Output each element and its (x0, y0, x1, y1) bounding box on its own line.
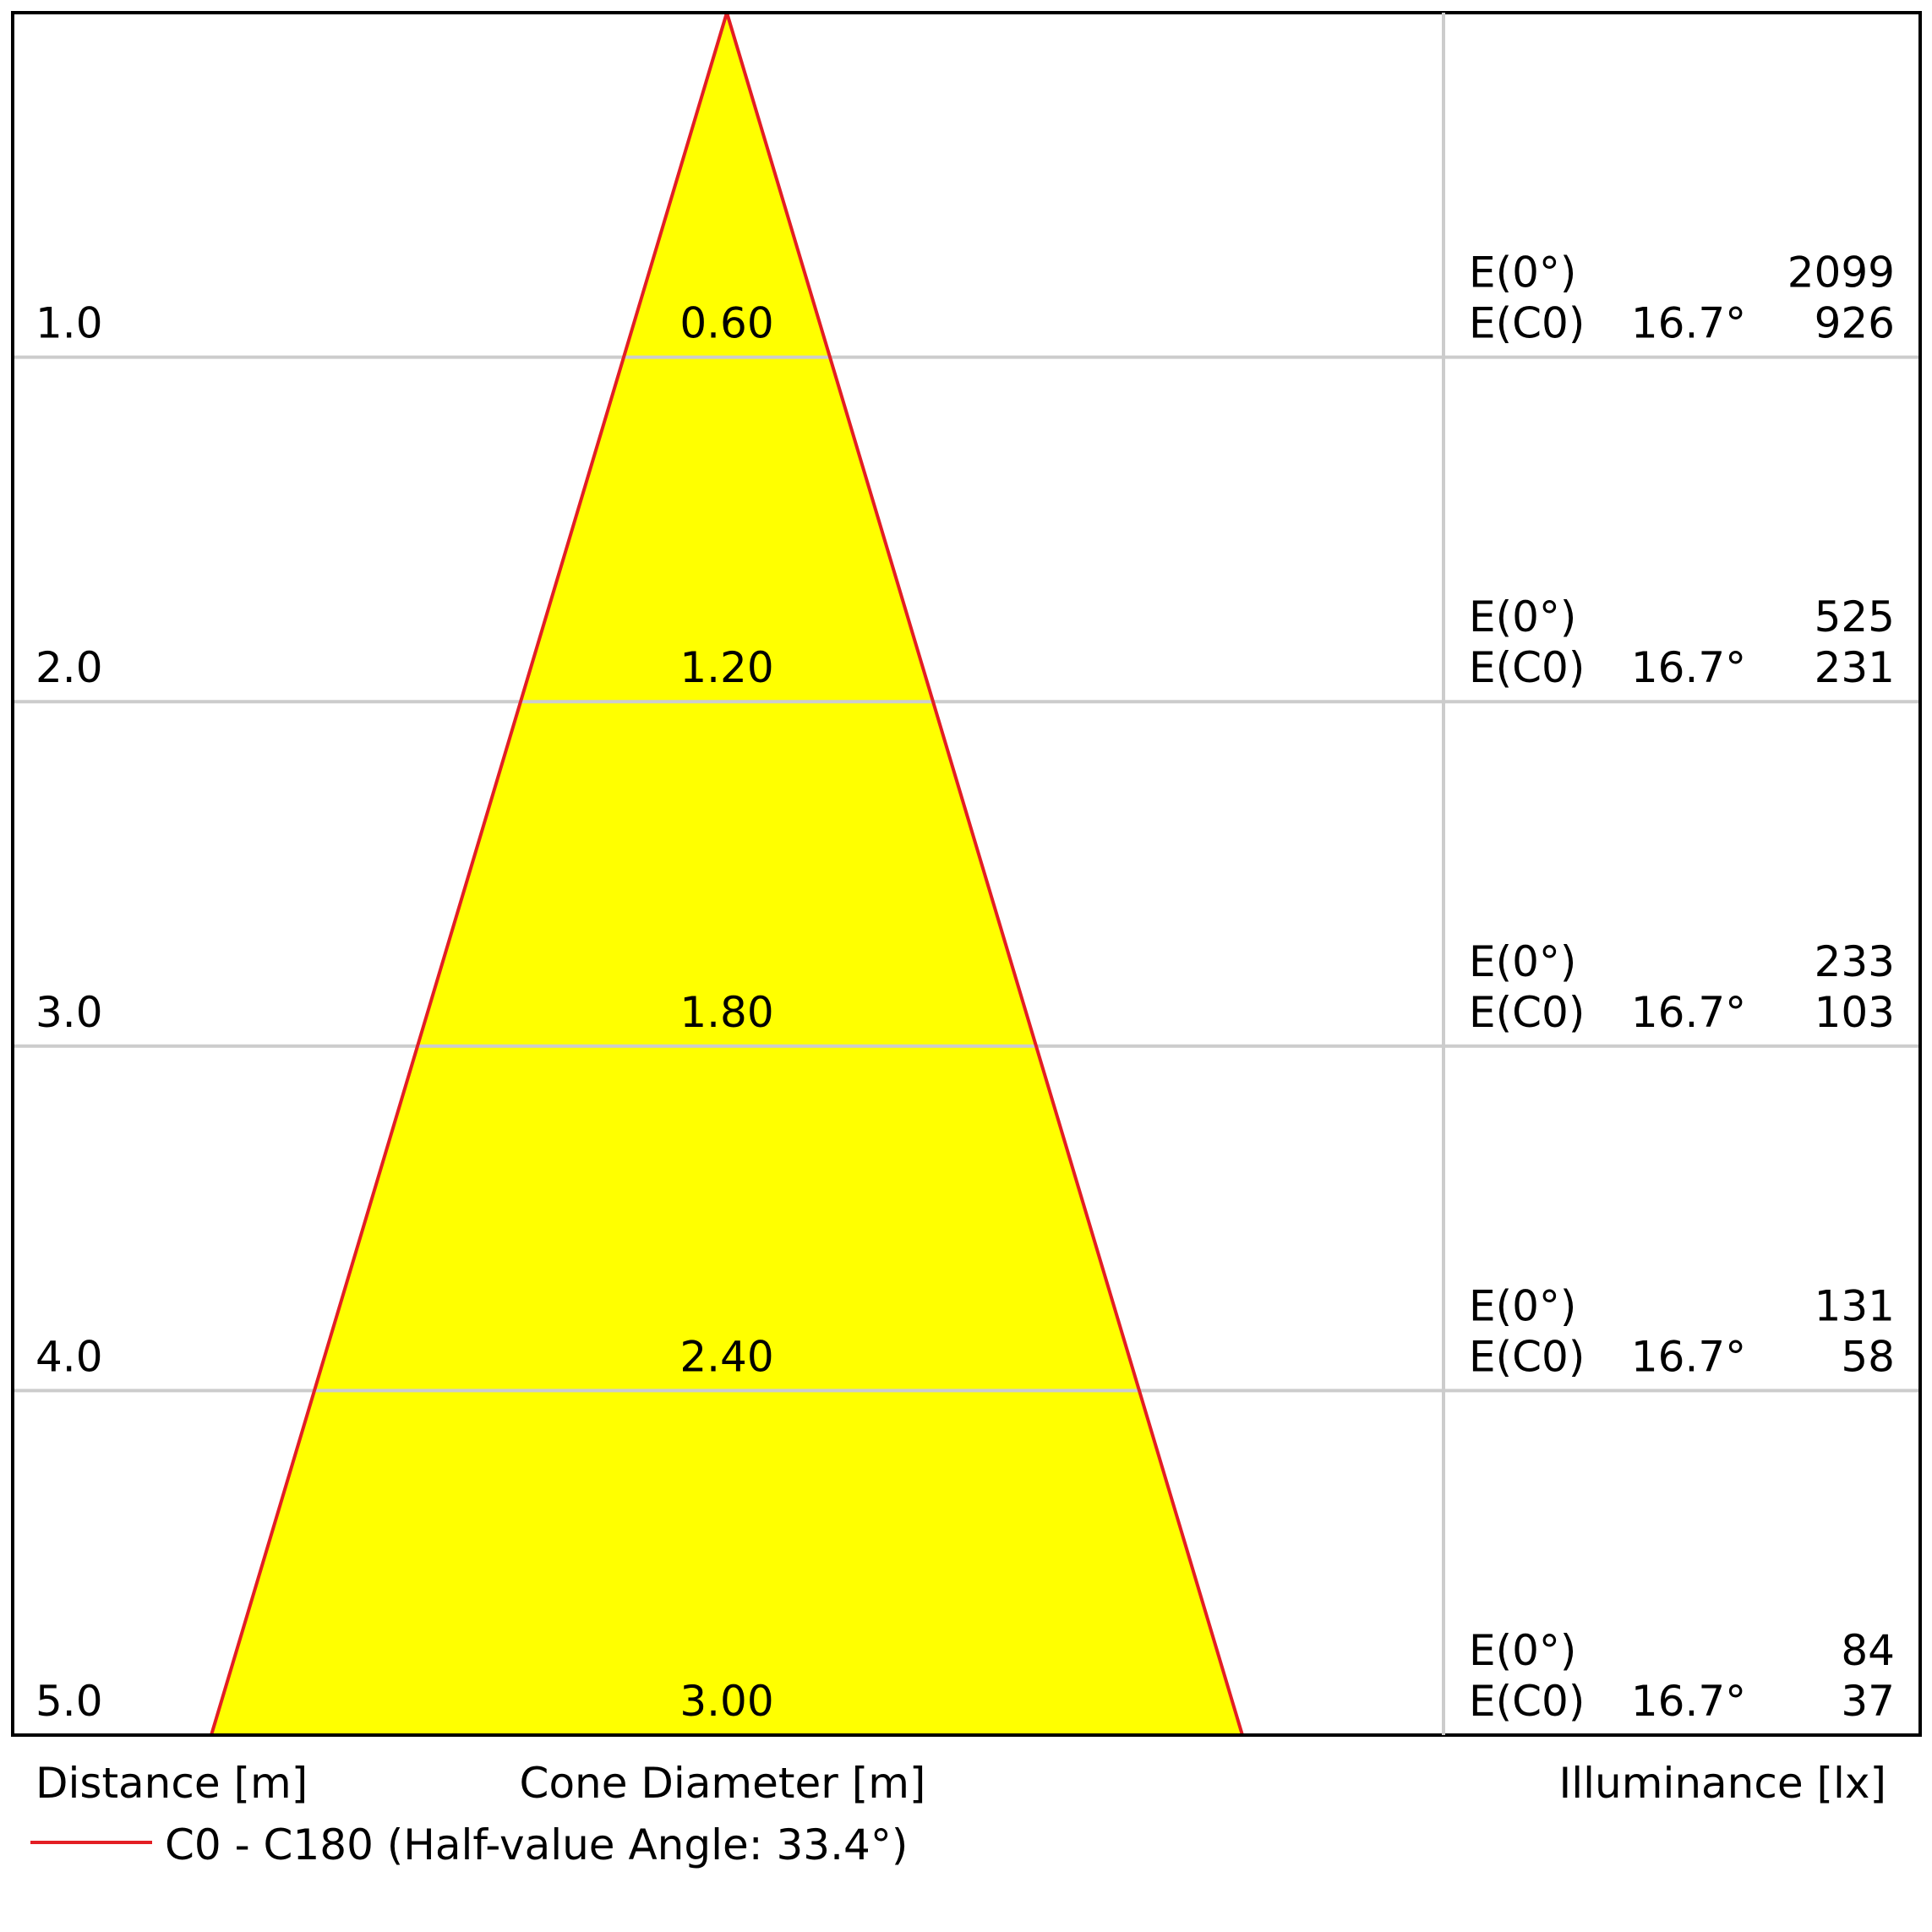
cone-diameter-label: 3.00 (679, 1677, 773, 1726)
illuminance-e0-label: E(0°) (1469, 248, 1576, 297)
illuminance-e0-label: E(0°) (1469, 937, 1576, 986)
distance-tick-label: 2.0 (35, 643, 103, 692)
distance-tick-label: 4.0 (35, 1332, 103, 1381)
illuminance-angle: 16.7° (1631, 1332, 1746, 1381)
cone-layer (211, 13, 1242, 1735)
y-axis-title: Distance [m] (35, 1759, 308, 1808)
illuminance-e0-value: 233 (1815, 937, 1895, 986)
cone-diameter-label: 1.80 (679, 988, 773, 1037)
cone-diameter-label: 0.60 (679, 299, 773, 348)
illuminance-ec0-value: 58 (1841, 1332, 1895, 1381)
cone-diameter-label: 1.20 (679, 643, 773, 692)
frame (11, 11, 1922, 1737)
illuminance-e0-value: 2099 (1787, 248, 1895, 297)
illuminance-e0-label: E(0°) (1469, 1626, 1576, 1675)
illuminance-ec0-label: E(C0) (1469, 643, 1585, 692)
illuminance-angle: 16.7° (1631, 1677, 1746, 1726)
table-title: Illuminance [lx] (1559, 1759, 1886, 1808)
illuminance-e0-value: 131 (1815, 1281, 1895, 1330)
illuminance-e0-value: 84 (1841, 1626, 1895, 1675)
illuminance-e0-value: 525 (1815, 592, 1895, 641)
illuminance-ec0-value: 231 (1815, 643, 1895, 692)
cone-edge-left (210, 12, 729, 1736)
illuminance-e0-label: E(0°) (1469, 592, 1576, 641)
illuminance-ec0-value: 37 (1841, 1677, 1895, 1726)
illuminance-angle: 16.7° (1631, 988, 1746, 1037)
illuminance-ec0-label: E(C0) (1469, 299, 1585, 348)
distance-tick-label: 5.0 (35, 1677, 103, 1726)
distance-tick-label: 1.0 (35, 299, 103, 348)
illuminance-angle: 16.7° (1631, 299, 1746, 348)
illuminance-e0-label: E(0°) (1469, 1281, 1576, 1330)
light-cone (211, 13, 1242, 1735)
illuminance-ec0-label: E(C0) (1469, 1677, 1585, 1726)
distance-tick-label: 3.0 (35, 988, 103, 1037)
chart-frame (11, 11, 1922, 1737)
cone-edge-right (725, 12, 1244, 1736)
illuminance-ec0-label: E(C0) (1469, 988, 1585, 1037)
illuminance-ec0-value: 926 (1815, 299, 1895, 348)
illuminance-ec0-label: E(C0) (1469, 1332, 1585, 1381)
illuminance-ec0-value: 103 (1815, 988, 1895, 1037)
x-axis-title: Cone Diameter [m] (520, 1759, 926, 1808)
grid-lines (13, 355, 1920, 1393)
legend-label: C0 - C180 (Half-value Angle: 33.4°) (165, 1820, 908, 1869)
cone-diameter-label: 2.40 (679, 1332, 773, 1381)
labels: 1.0 0.60 E(0°) 2099 E(C0) 16.7° 926 2.0 1.20 E(0°… (35, 248, 1895, 1726)
illuminance-angle: 16.7° (1631, 643, 1746, 692)
